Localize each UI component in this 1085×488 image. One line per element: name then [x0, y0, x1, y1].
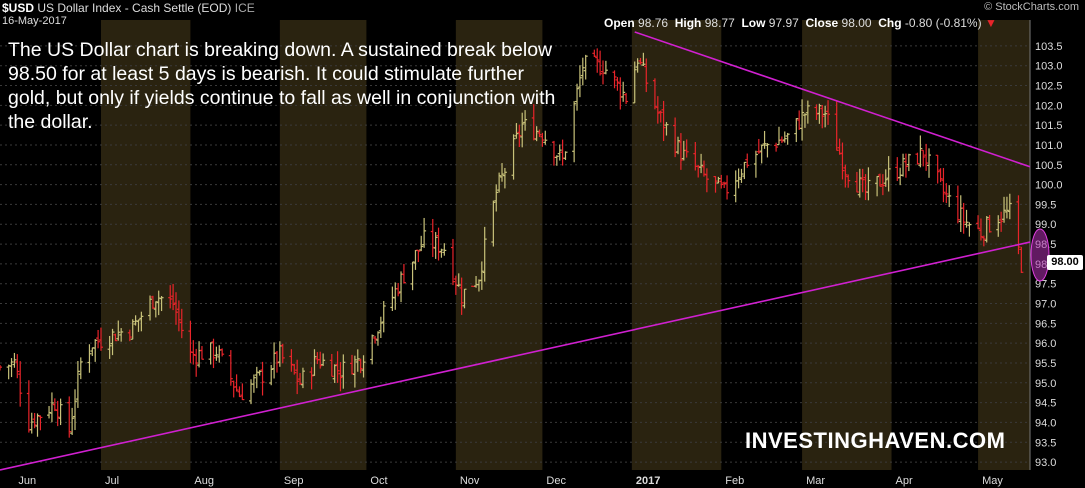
- month-band: [978, 20, 1030, 470]
- x-tick-label: Aug: [194, 475, 214, 487]
- y-tick-label: 96.5: [1035, 318, 1056, 330]
- y-tick-label: 97.5: [1035, 279, 1056, 291]
- x-tick-label: Feb: [725, 475, 744, 487]
- y-tick-label: 103.5: [1035, 41, 1063, 53]
- y-tick-label: 103.0: [1035, 61, 1063, 73]
- ohlc-summary: Open 98.76 High 98.77 Low 97.97 Close 98…: [604, 16, 997, 30]
- y-tick-label: 101.0: [1035, 140, 1063, 152]
- x-tick-label: Dec: [546, 475, 566, 487]
- chart-date: 16-May-2017: [2, 15, 67, 27]
- x-tick-label: 2017: [636, 475, 660, 487]
- down-arrow-icon: ▼: [984, 16, 997, 30]
- x-tick-label: Sep: [284, 475, 304, 487]
- month-band: [631, 20, 722, 470]
- month-band: [802, 20, 892, 470]
- y-tick-label: 102.5: [1035, 81, 1063, 93]
- y-tick-label: 95.5: [1035, 358, 1056, 370]
- y-tick-label: 101.5: [1035, 120, 1063, 132]
- y-tick-label: 94.5: [1035, 398, 1056, 410]
- month-band: [279, 20, 367, 470]
- stockcharts-brand: © StockCharts.com: [984, 1, 1079, 13]
- x-tick-label: Jul: [105, 475, 119, 487]
- y-tick-label: 100.0: [1035, 180, 1063, 192]
- x-tick-label: Apr: [896, 475, 913, 487]
- y-tick-label: 93.5: [1035, 437, 1056, 449]
- x-tick-label: Mar: [806, 475, 825, 487]
- y-tick-label: 100.5: [1035, 160, 1063, 172]
- y-tick-label: 99.5: [1035, 199, 1056, 211]
- y-tick-label: 102.0: [1035, 100, 1063, 112]
- x-tick-label: May: [982, 475, 1003, 487]
- y-tick-label: 95.0: [1035, 378, 1056, 390]
- month-band: [455, 20, 543, 470]
- chart-title: $USD US Dollar Index - Cash Settle (EOD)…: [2, 1, 255, 15]
- y-tick-label: 94.0: [1035, 417, 1056, 429]
- month-band: [100, 20, 191, 470]
- x-tick-label: Jun: [18, 475, 36, 487]
- y-tick-label: 93.0: [1035, 457, 1056, 469]
- x-tick-label: Oct: [370, 475, 387, 487]
- annotation-text: The US Dollar chart is breaking down. A …: [8, 39, 556, 133]
- x-tick-label: Nov: [460, 475, 480, 487]
- y-tick-label: 96.0: [1035, 338, 1056, 350]
- last-price-tag: 98.00: [1047, 255, 1083, 270]
- y-tick-label: 97.0: [1035, 299, 1056, 311]
- trendline: [0, 241, 1031, 471]
- y-tick-label: 99.0: [1035, 219, 1056, 231]
- watermark: INVESTINGHAVEN.COM: [745, 428, 1006, 453]
- trendline: [634, 31, 1031, 168]
